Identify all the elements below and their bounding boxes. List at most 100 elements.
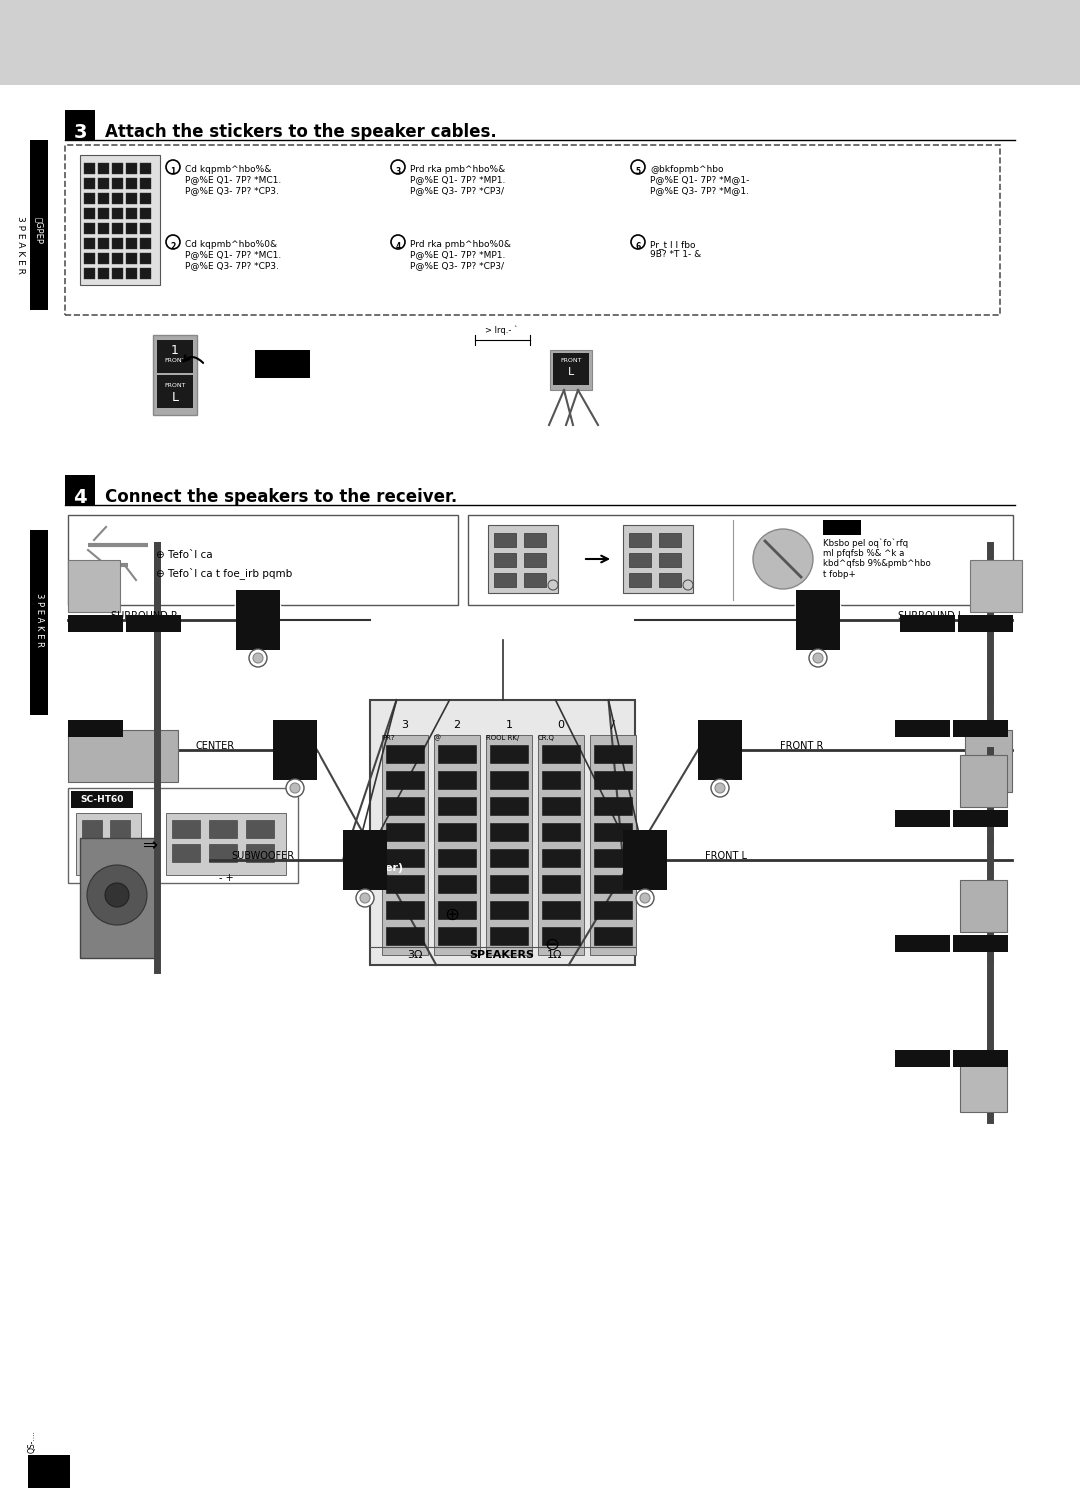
Text: L: L — [642, 863, 648, 873]
Bar — [84, 164, 95, 174]
Bar — [112, 179, 123, 189]
Text: トGPEP: トGPEP — [35, 216, 43, 244]
Bar — [895, 809, 950, 827]
Circle shape — [636, 888, 654, 908]
Text: SPEAKERS: SPEAKERS — [470, 949, 535, 960]
Bar — [84, 238, 95, 248]
Bar — [960, 1059, 1007, 1112]
Text: SC-HT40: SC-HT40 — [73, 619, 117, 628]
Text: 0: 0 — [557, 720, 565, 731]
Bar — [659, 554, 681, 567]
Text: Cd kqpmb^hbo%0&
P@%E Q1- 7P? *MC1.
P@%E Q3- 7P? *CP3.: Cd kqpmb^hbo%0& P@%E Q1- 7P? *MC1. P@%E … — [185, 240, 281, 269]
Bar — [490, 927, 528, 945]
Bar — [126, 164, 137, 174]
Bar — [157, 375, 193, 408]
Text: SURROUND: SURROUND — [794, 604, 842, 613]
Bar — [538, 735, 584, 955]
Bar — [438, 850, 476, 868]
Bar — [140, 268, 151, 280]
Bar — [438, 771, 476, 789]
Text: C: C — [293, 734, 298, 743]
Circle shape — [356, 888, 374, 908]
Text: SC-HT40: SC-HT40 — [901, 725, 944, 734]
Bar — [98, 179, 109, 189]
Text: CR.Q: CR.Q — [538, 735, 555, 741]
Bar — [98, 193, 109, 204]
Bar — [370, 699, 635, 966]
Text: 2: 2 — [454, 720, 460, 731]
Bar — [629, 554, 651, 567]
Bar — [112, 164, 123, 174]
Bar — [112, 253, 123, 263]
Bar — [490, 798, 528, 815]
Bar — [76, 812, 141, 875]
Bar — [594, 771, 632, 789]
Bar — [659, 573, 681, 586]
Bar — [594, 745, 632, 763]
Bar — [629, 573, 651, 586]
Circle shape — [253, 653, 264, 664]
Text: SUBWOOFER: SUBWOOFER — [232, 851, 295, 862]
Text: SURROUND L: SURROUND L — [897, 612, 963, 620]
Bar — [110, 844, 130, 862]
Bar — [80, 155, 160, 286]
Bar — [542, 771, 580, 789]
Bar — [84, 208, 95, 219]
Bar — [30, 115, 48, 315]
Bar — [590, 735, 636, 955]
Text: 3 P E A K E R: 3 P E A K E R — [35, 594, 43, 647]
Bar — [246, 820, 274, 838]
Bar — [542, 902, 580, 920]
Bar — [140, 223, 151, 234]
Bar — [895, 934, 950, 952]
Bar — [386, 745, 424, 763]
Text: > lrq.- `: > lrq.- ` — [485, 326, 518, 335]
Bar — [140, 179, 151, 189]
Bar — [542, 745, 580, 763]
Bar — [698, 720, 742, 780]
Bar — [953, 934, 1008, 952]
Bar — [966, 731, 1012, 792]
Bar — [68, 731, 178, 783]
Bar — [255, 350, 310, 378]
Bar — [594, 927, 632, 945]
Circle shape — [87, 865, 147, 926]
Text: PR?: PR? — [382, 735, 394, 741]
Bar — [82, 820, 102, 838]
Bar — [438, 798, 476, 815]
Bar — [65, 110, 95, 140]
Bar — [30, 530, 48, 716]
Bar — [542, 927, 580, 945]
Bar — [542, 823, 580, 841]
Bar — [98, 164, 109, 174]
Text: FRONT: FRONT — [164, 357, 186, 363]
Bar — [386, 823, 424, 841]
Bar — [953, 1051, 1008, 1067]
Bar — [140, 208, 151, 219]
Bar — [494, 533, 516, 548]
Text: 6: 6 — [42, 1461, 56, 1481]
Bar — [494, 573, 516, 586]
Text: Cd kqpmb^hbo%&
P@%E Q1- 7P? *MC1.
P@%E Q3- 7P? *CP3.: Cd kqpmb^hbo%& P@%E Q1- 7P? *MC1. P@%E Q… — [185, 165, 281, 195]
Bar — [140, 164, 151, 174]
Bar — [98, 238, 109, 248]
Bar — [246, 844, 274, 862]
Bar — [900, 615, 955, 632]
Bar — [153, 335, 197, 415]
Bar — [343, 830, 387, 890]
Circle shape — [715, 783, 725, 793]
Bar — [68, 789, 298, 882]
Bar — [490, 745, 528, 763]
Circle shape — [813, 653, 823, 664]
Text: QS-....: QS-.... — [28, 1430, 37, 1452]
Circle shape — [753, 530, 813, 589]
Text: 2: 2 — [171, 241, 176, 250]
Text: FRONT: FRONT — [164, 382, 186, 387]
Bar — [594, 850, 632, 868]
Text: @: @ — [434, 735, 441, 741]
Bar — [960, 754, 1007, 806]
Bar — [953, 809, 1008, 827]
Text: R: R — [254, 623, 262, 632]
Bar — [140, 193, 151, 204]
Bar — [438, 902, 476, 920]
